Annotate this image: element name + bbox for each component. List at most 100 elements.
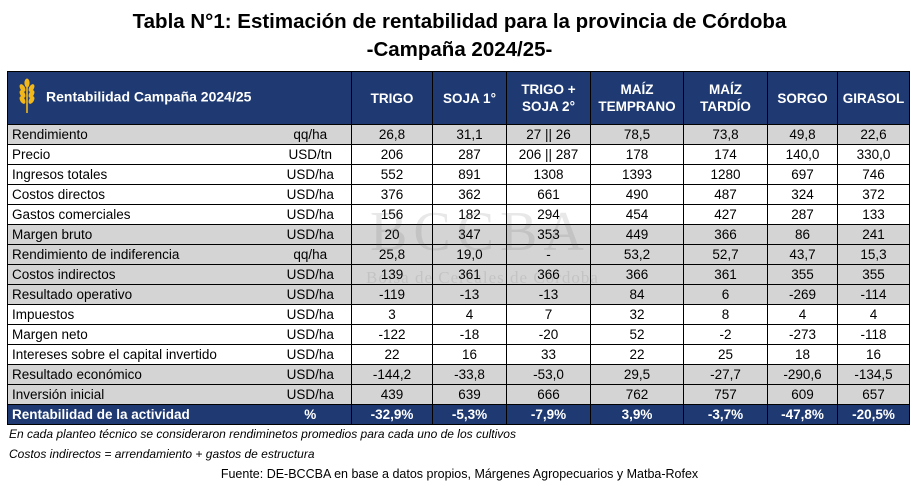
value-cell: -134,5 bbox=[837, 364, 911, 385]
row-label: Resultado operativo bbox=[7, 284, 270, 305]
value-cell: -290,6 bbox=[767, 364, 839, 385]
row-unit: USD/ha bbox=[269, 204, 353, 225]
value-cell: 324 bbox=[767, 184, 839, 205]
row-unit: USD/ha bbox=[269, 324, 353, 345]
value-cell: 294 bbox=[506, 204, 592, 225]
value-cell: 372 bbox=[837, 184, 911, 205]
row-label: Inversión inicial bbox=[7, 384, 270, 405]
value-cell: 355 bbox=[767, 264, 839, 285]
value-cell: -20,5% bbox=[837, 404, 911, 425]
value-cell: 552 bbox=[351, 164, 434, 185]
value-cell: -5,3% bbox=[432, 404, 508, 425]
value-cell: 757 bbox=[683, 384, 769, 405]
table-header-row: Rentabilidad Campaña 2024/25 TRIGO SOJA … bbox=[6, 71, 911, 125]
value-cell: 174 bbox=[683, 144, 769, 165]
value-cell: -144,2 bbox=[351, 364, 434, 385]
value-cell: 16 bbox=[837, 344, 911, 365]
table-row: Margen neto USD/ha -122 -18 -20 52 -2 -273 -118 bbox=[7, 324, 911, 345]
value-cell: -20 bbox=[506, 324, 592, 345]
value-cell: 22 bbox=[351, 344, 434, 365]
value-cell: 15,3 bbox=[837, 244, 911, 265]
table-row: Resultado operativo USD/ha -119 -13 -13 84 6 -2… bbox=[7, 284, 911, 305]
value-cell: 609 bbox=[767, 384, 839, 405]
row-label: Costos indirectos bbox=[7, 264, 270, 285]
value-cell: 639 bbox=[432, 384, 508, 405]
value-cell: 330,0 bbox=[837, 144, 911, 165]
row-label: Rentabilidad de la actividad bbox=[7, 404, 270, 425]
value-cell: - bbox=[506, 244, 592, 265]
row-unit: USD/ha bbox=[269, 224, 353, 245]
value-cell: 361 bbox=[683, 264, 769, 285]
value-cell: 78,5 bbox=[590, 124, 685, 145]
value-cell: 133 bbox=[837, 204, 911, 225]
footnote-1: En cada planteo técnico se consideraron … bbox=[9, 427, 516, 441]
row-unit: USD/tn bbox=[269, 144, 353, 165]
value-cell: -53,0 bbox=[506, 364, 592, 385]
row-label: Margen neto bbox=[7, 324, 270, 345]
value-cell: 22 bbox=[590, 344, 685, 365]
row-unit: USD/ha bbox=[269, 184, 353, 205]
row-unit: USD/ha bbox=[269, 164, 353, 185]
value-cell: 4 bbox=[837, 304, 911, 325]
value-cell: 86 bbox=[767, 224, 839, 245]
value-cell: -2 bbox=[683, 324, 769, 345]
value-cell: 287 bbox=[432, 144, 508, 165]
value-cell: 140,0 bbox=[767, 144, 839, 165]
value-cell: 449 bbox=[590, 224, 685, 245]
table-row: Precio USD/tn 206 287 206 || 287 178 174 140,0 3… bbox=[7, 144, 911, 165]
value-cell: -3,7% bbox=[683, 404, 769, 425]
row-label: Intereses sobre el capital invertido bbox=[7, 344, 270, 365]
value-cell: -32,9% bbox=[351, 404, 434, 425]
value-cell: -33,8 bbox=[432, 364, 508, 385]
table-row: Costos directos USD/ha 376 362 661 490 487 324 3… bbox=[7, 184, 911, 205]
value-cell: 18 bbox=[767, 344, 839, 365]
value-cell: 84 bbox=[590, 284, 685, 305]
value-cell: 287 bbox=[767, 204, 839, 225]
row-label: Costos directos bbox=[7, 184, 270, 205]
table-title: Tabla N°1: Estimación de rentabilidad pa… bbox=[132, 10, 787, 33]
value-cell: 156 bbox=[351, 204, 434, 225]
col-header-maiz-tardio: MAÍZ TARDÍO bbox=[683, 71, 769, 125]
value-cell: 25,8 bbox=[351, 244, 434, 265]
col-header-girasol: GIRASOL bbox=[837, 71, 911, 125]
table-body: Rendimiento qq/ha 26,8 31,1 27 || 26 78,5 73,8… bbox=[7, 124, 911, 425]
row-label: Resultado económico bbox=[7, 364, 270, 385]
table-row: Intereses sobre el capital invertido USD/… bbox=[7, 344, 911, 365]
value-cell: 6 bbox=[683, 284, 769, 305]
value-cell: 1280 bbox=[683, 164, 769, 185]
row-label: Rendimiento bbox=[7, 124, 270, 145]
value-cell: 3,9% bbox=[590, 404, 685, 425]
value-cell: 891 bbox=[432, 164, 508, 185]
table-row: Rendimiento de indiferencia qq/ha 25,8 19,0… bbox=[7, 244, 911, 265]
header-label-cell: Rentabilidad Campaña 2024/25 bbox=[6, 71, 353, 125]
table-subtitle: -Campaña 2024/25- bbox=[366, 38, 553, 61]
row-unit: USD/ha bbox=[269, 384, 353, 405]
value-cell: -114 bbox=[837, 284, 911, 305]
value-cell: 4 bbox=[767, 304, 839, 325]
source-note: Fuente: DE-BCCBA en base a datos propios… bbox=[220, 467, 699, 481]
col-header-sorgo: SORGO bbox=[767, 71, 839, 125]
row-label: Margen bruto bbox=[7, 224, 270, 245]
value-cell: 32 bbox=[590, 304, 685, 325]
value-cell: -118 bbox=[837, 324, 911, 345]
value-cell: 490 bbox=[590, 184, 685, 205]
row-unit: USD/ha bbox=[269, 364, 353, 385]
row-label: Impuestos bbox=[7, 304, 270, 325]
value-cell: 206 bbox=[351, 144, 434, 165]
table-row: Rendimiento qq/ha 26,8 31,1 27 || 26 78,5 73,8… bbox=[7, 124, 911, 145]
value-cell: -18 bbox=[432, 324, 508, 345]
table-row: Rentabilidad de la actividad% -32,9% -5,3%… bbox=[7, 404, 911, 425]
col-header-trigo-soja2: TRIGO + SOJA 2° bbox=[506, 71, 592, 125]
table-row: Inversión inicial USD/ha 439 639 666 762 757 60… bbox=[7, 384, 911, 405]
value-cell: 427 bbox=[683, 204, 769, 225]
table-row: Impuestos USD/ha 3 4 7 32 8 4 4 bbox=[7, 304, 911, 325]
value-cell: 439 bbox=[351, 384, 434, 405]
value-cell: 353 bbox=[506, 224, 592, 245]
value-cell: 657 bbox=[837, 384, 911, 405]
value-cell: -273 bbox=[767, 324, 839, 345]
row-unit: USD/ha bbox=[269, 264, 353, 285]
value-cell: 366 bbox=[506, 264, 592, 285]
value-cell: 3 bbox=[351, 304, 434, 325]
value-cell: 347 bbox=[432, 224, 508, 245]
row-label: Precio bbox=[7, 144, 270, 165]
